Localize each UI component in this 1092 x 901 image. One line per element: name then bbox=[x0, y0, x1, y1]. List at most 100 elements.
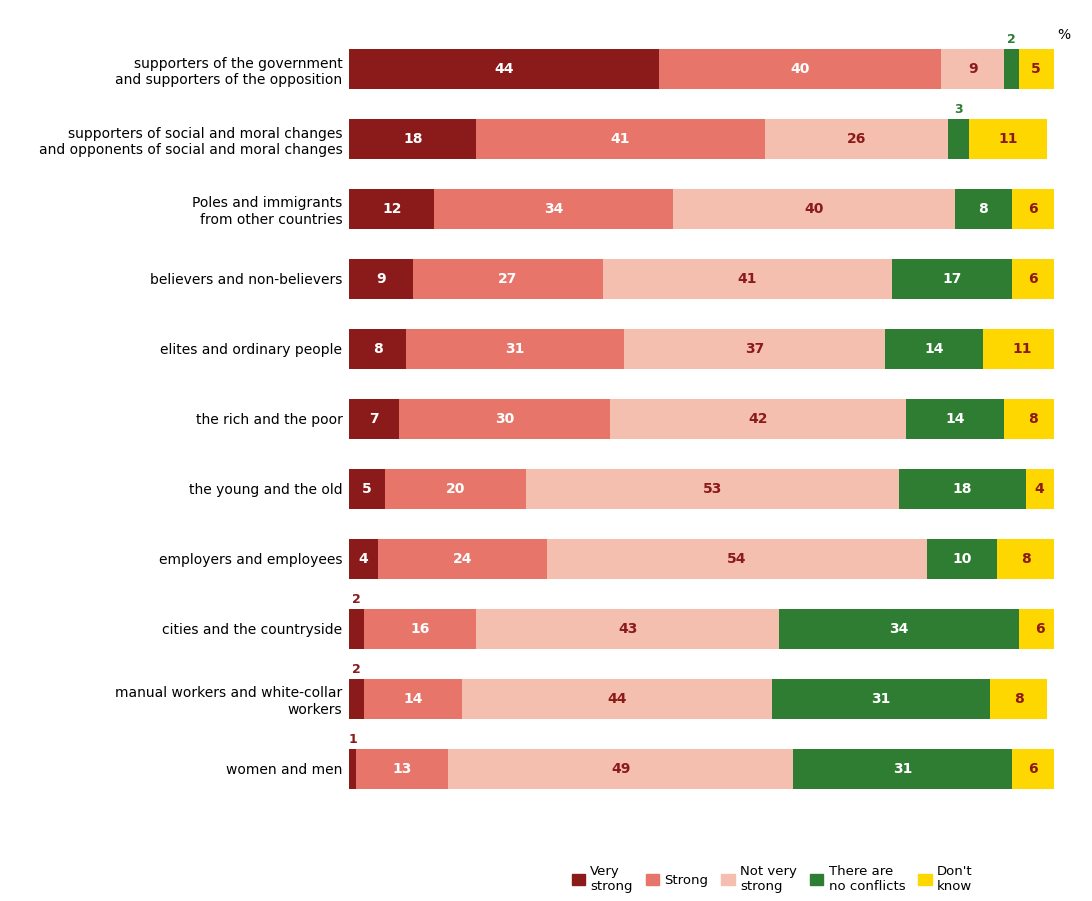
Text: 34: 34 bbox=[544, 202, 563, 216]
Bar bbox=[892, 259, 1011, 299]
Text: 7: 7 bbox=[369, 412, 379, 426]
Text: 40: 40 bbox=[805, 202, 824, 216]
Bar bbox=[547, 539, 927, 579]
Text: 40: 40 bbox=[791, 62, 810, 76]
Text: 8: 8 bbox=[372, 342, 382, 356]
Bar bbox=[1019, 49, 1054, 89]
Bar bbox=[349, 469, 384, 509]
Bar bbox=[349, 749, 356, 789]
Bar bbox=[349, 329, 406, 369]
Bar bbox=[1019, 609, 1060, 650]
Bar bbox=[990, 678, 1047, 719]
Bar bbox=[1011, 749, 1054, 789]
Text: 41: 41 bbox=[610, 132, 630, 146]
Bar bbox=[378, 539, 547, 579]
Bar bbox=[1011, 259, 1054, 299]
Text: 3: 3 bbox=[954, 103, 963, 116]
Text: 2: 2 bbox=[352, 593, 360, 605]
Bar bbox=[956, 188, 1011, 229]
Bar bbox=[1011, 188, 1054, 229]
Bar bbox=[406, 329, 625, 369]
Bar bbox=[941, 49, 1005, 89]
Text: 6: 6 bbox=[1028, 202, 1037, 216]
Bar bbox=[984, 329, 1060, 369]
Bar bbox=[476, 609, 779, 650]
Text: 4: 4 bbox=[1035, 482, 1045, 496]
Text: 44: 44 bbox=[495, 62, 514, 76]
Bar bbox=[349, 609, 364, 650]
Bar bbox=[525, 469, 899, 509]
Bar bbox=[349, 188, 434, 229]
Text: 4: 4 bbox=[358, 552, 368, 566]
Text: 37: 37 bbox=[745, 342, 764, 356]
Text: 10: 10 bbox=[952, 552, 972, 566]
Bar bbox=[885, 329, 984, 369]
Bar bbox=[674, 188, 956, 229]
Bar bbox=[610, 398, 906, 440]
Bar bbox=[434, 188, 674, 229]
Bar bbox=[364, 678, 462, 719]
Bar bbox=[779, 609, 1019, 650]
Bar bbox=[948, 119, 970, 159]
Bar bbox=[899, 469, 1025, 509]
Bar bbox=[399, 398, 610, 440]
Text: 11: 11 bbox=[1012, 342, 1032, 356]
Text: 6: 6 bbox=[1028, 272, 1037, 286]
Bar bbox=[476, 119, 765, 159]
Text: 5: 5 bbox=[1031, 62, 1041, 76]
Bar bbox=[772, 678, 990, 719]
Text: 44: 44 bbox=[607, 692, 627, 705]
Bar bbox=[349, 678, 364, 719]
Text: 8: 8 bbox=[1021, 552, 1031, 566]
Text: 2: 2 bbox=[352, 663, 360, 676]
Bar bbox=[349, 539, 378, 579]
Text: 43: 43 bbox=[618, 622, 638, 636]
Text: 1: 1 bbox=[348, 733, 357, 746]
Text: 13: 13 bbox=[393, 762, 412, 776]
Text: 18: 18 bbox=[403, 132, 423, 146]
Text: 14: 14 bbox=[403, 692, 423, 705]
Text: 42: 42 bbox=[748, 412, 768, 426]
Bar bbox=[1005, 49, 1019, 89]
Bar bbox=[970, 119, 1047, 159]
Text: 8: 8 bbox=[1028, 412, 1037, 426]
Text: 8: 8 bbox=[1013, 692, 1023, 705]
Bar bbox=[927, 539, 997, 579]
Text: 8: 8 bbox=[978, 202, 988, 216]
Bar bbox=[384, 469, 525, 509]
Text: 53: 53 bbox=[702, 482, 722, 496]
Legend: Very
strong, Strong, Not very
strong, There are
no conflicts, Don't
know: Very strong, Strong, Not very strong, Th… bbox=[567, 860, 977, 898]
Bar bbox=[356, 749, 448, 789]
Bar bbox=[603, 259, 892, 299]
Text: 16: 16 bbox=[411, 622, 429, 636]
Text: 34: 34 bbox=[889, 622, 909, 636]
Bar bbox=[364, 609, 476, 650]
Text: 54: 54 bbox=[727, 552, 747, 566]
Bar bbox=[625, 329, 885, 369]
Bar bbox=[997, 539, 1054, 579]
Bar bbox=[413, 259, 603, 299]
Text: 9: 9 bbox=[968, 62, 977, 76]
Bar bbox=[349, 49, 660, 89]
Bar bbox=[660, 49, 941, 89]
Text: 20: 20 bbox=[446, 482, 465, 496]
Bar bbox=[448, 749, 793, 789]
Text: 5: 5 bbox=[363, 482, 372, 496]
Bar bbox=[765, 119, 948, 159]
Text: %: % bbox=[1057, 29, 1070, 42]
Bar bbox=[349, 119, 476, 159]
Text: 14: 14 bbox=[946, 412, 965, 426]
Bar bbox=[1005, 398, 1060, 440]
Text: 24: 24 bbox=[452, 552, 472, 566]
Text: 18: 18 bbox=[952, 482, 972, 496]
Bar bbox=[349, 259, 413, 299]
Text: 2: 2 bbox=[1007, 33, 1016, 46]
Text: 9: 9 bbox=[377, 272, 385, 286]
Text: 31: 31 bbox=[506, 342, 524, 356]
Bar bbox=[793, 749, 1011, 789]
Text: 31: 31 bbox=[892, 762, 912, 776]
Text: 17: 17 bbox=[942, 272, 961, 286]
Text: 6: 6 bbox=[1028, 762, 1037, 776]
Text: 41: 41 bbox=[737, 272, 757, 286]
Bar bbox=[906, 398, 1005, 440]
